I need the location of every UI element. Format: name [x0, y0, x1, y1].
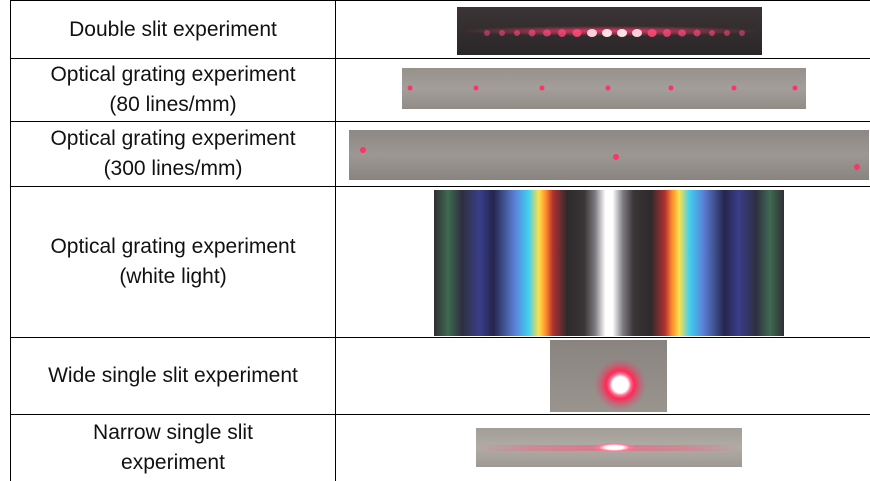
- label-line: Narrow single slit: [93, 421, 253, 444]
- wide-single-slit-image: [550, 340, 667, 412]
- table-row-grating-300: Optical grating experiment (300 lines/mm…: [10, 122, 870, 187]
- label-line: Optical grating experiment: [50, 127, 296, 150]
- narrow-single-slit-image: [476, 428, 742, 467]
- image-cell: [336, 122, 870, 186]
- table-row-narrow-single-slit: Narrow single slit experiment: [10, 415, 870, 481]
- white-light-spectrum-image: [434, 190, 784, 336]
- row-label: Optical grating experiment (80 lines/mm): [11, 59, 336, 121]
- table-row-grating-80: Optical grating experiment (80 lines/mm): [10, 59, 870, 122]
- label-line: Optical grating experiment: [50, 235, 296, 258]
- table-row-double-slit: Double slit experiment: [10, 0, 870, 59]
- diffraction-dots: [360, 147, 860, 170]
- fringe-dots: [484, 29, 745, 37]
- label-line: experiment: [121, 451, 225, 474]
- label-line: (300 lines/mm): [103, 157, 243, 180]
- diffraction-dots: [407, 85, 798, 91]
- image-cell: [336, 415, 870, 481]
- label-line: (80 lines/mm): [109, 93, 237, 116]
- row-label: Narrow single slit experiment: [11, 415, 336, 481]
- row-label: Optical grating experiment (white light): [11, 187, 336, 337]
- label-line: Wide single slit experiment: [48, 364, 298, 387]
- experiment-table: Double slit experiment: [10, 0, 870, 481]
- label-line: (white light): [119, 265, 227, 288]
- table-row-wide-single-slit: Wide single slit experiment: [10, 338, 870, 415]
- row-label: Wide single slit experiment: [11, 338, 336, 414]
- image-cell: [336, 1, 870, 58]
- row-label: Double slit experiment: [11, 1, 336, 58]
- grating-300-image: [349, 130, 869, 180]
- image-cell: [336, 338, 870, 414]
- image-cell: [336, 187, 870, 337]
- double-slit-image: [457, 7, 762, 55]
- grating-80-image: [402, 68, 806, 109]
- table-row-grating-white: Optical grating experiment (white light): [10, 187, 870, 338]
- row-label: Optical grating experiment (300 lines/mm…: [11, 122, 336, 186]
- label-line: Optical grating experiment: [50, 63, 296, 86]
- image-cell: [336, 59, 870, 121]
- label-line: Double slit experiment: [69, 17, 277, 41]
